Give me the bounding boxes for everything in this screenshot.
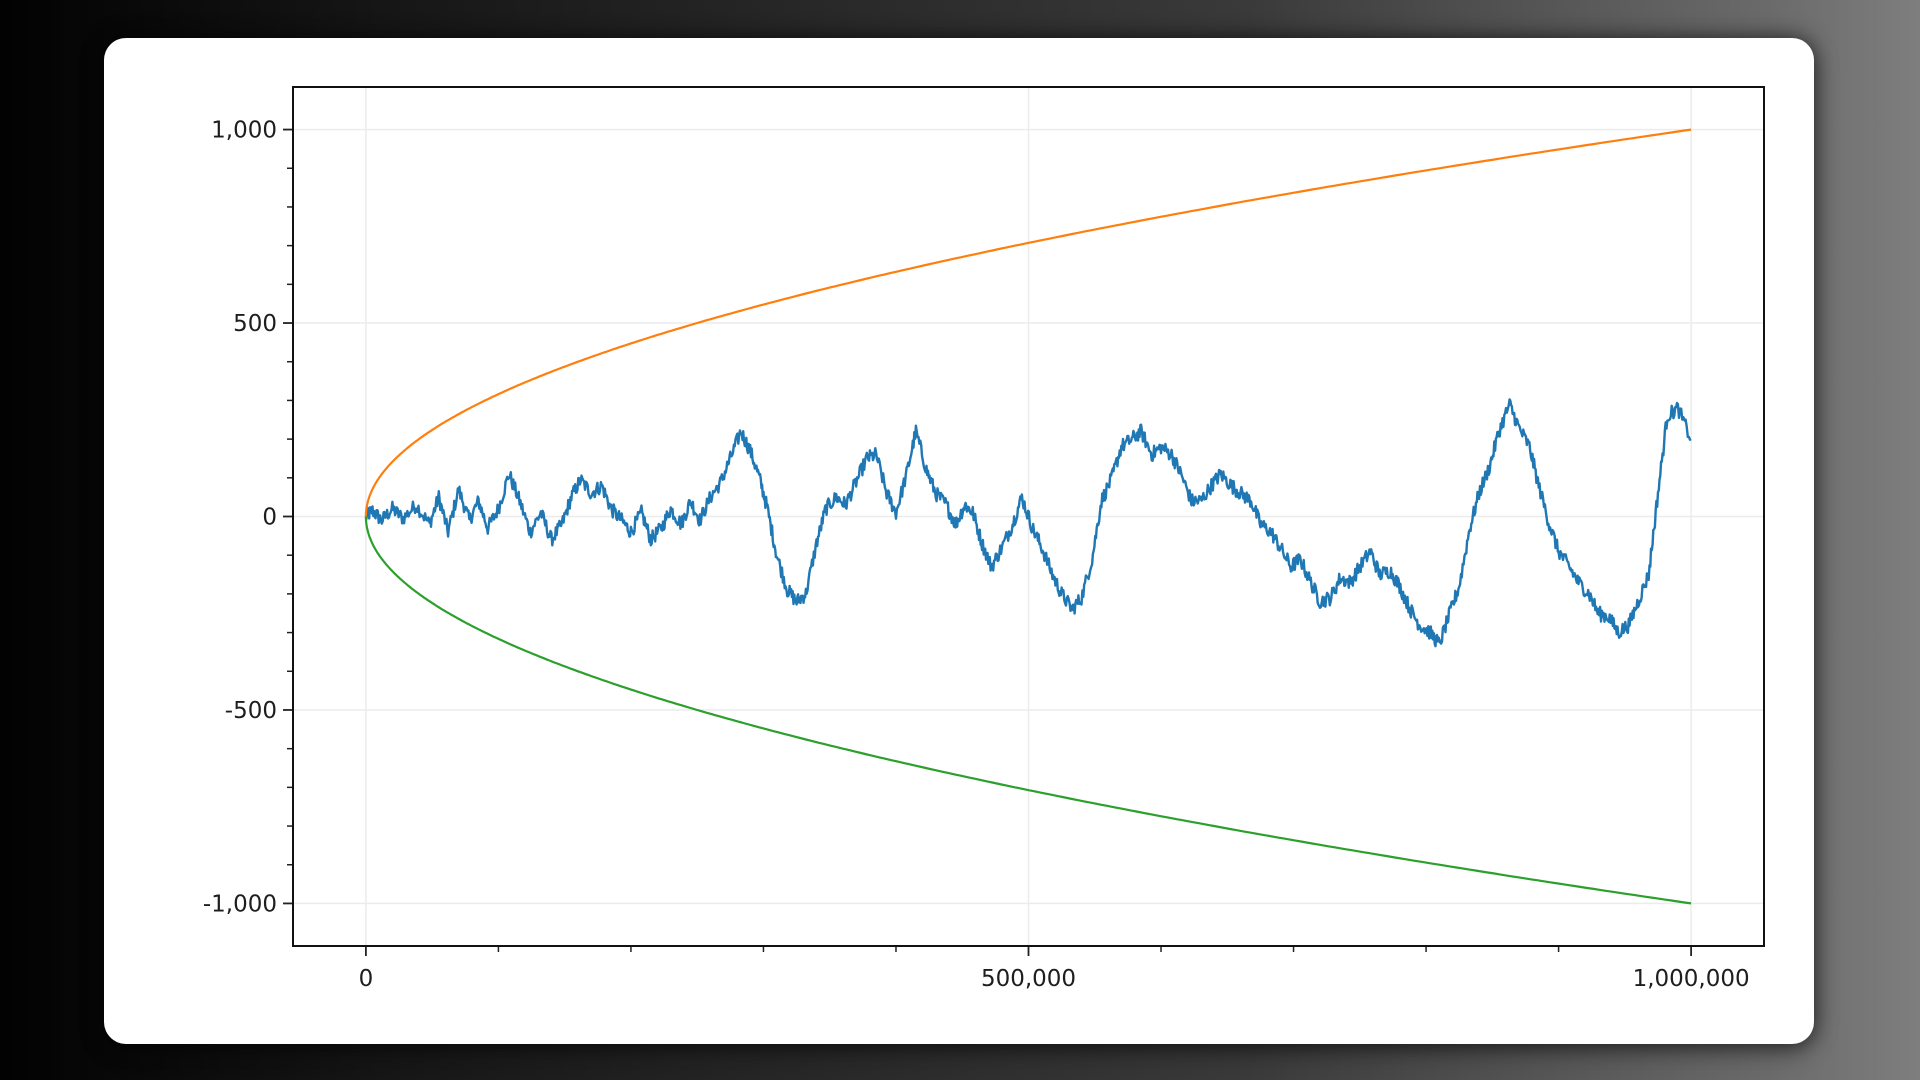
chart-card: 1,000 500 0 -500 -1,000 0 500,000 1,000,000 — [104, 38, 1814, 1044]
plot-frame — [292, 86, 1765, 947]
y-tick-label-0: 1,000 — [211, 118, 277, 144]
x-tick-label-1: 500,000 — [981, 966, 1076, 992]
series-line-1 — [364, 128, 1692, 517]
y-tick-label-2: 0 — [262, 505, 277, 531]
x-tick-label-0: 0 — [359, 966, 374, 992]
series-line-2 — [364, 516, 1692, 905]
y-tick-label-1: 500 — [233, 311, 277, 337]
line-chart: 1,000 500 0 -500 -1,000 0 500,000 1,000,000 — [203, 86, 1765, 992]
series-line-0 — [364, 398, 1692, 648]
y-tick-label-3: -500 — [225, 698, 277, 724]
x-tick-label-2: 1,000,000 — [1633, 966, 1750, 992]
y-tick-label-4: -1,000 — [203, 891, 277, 917]
